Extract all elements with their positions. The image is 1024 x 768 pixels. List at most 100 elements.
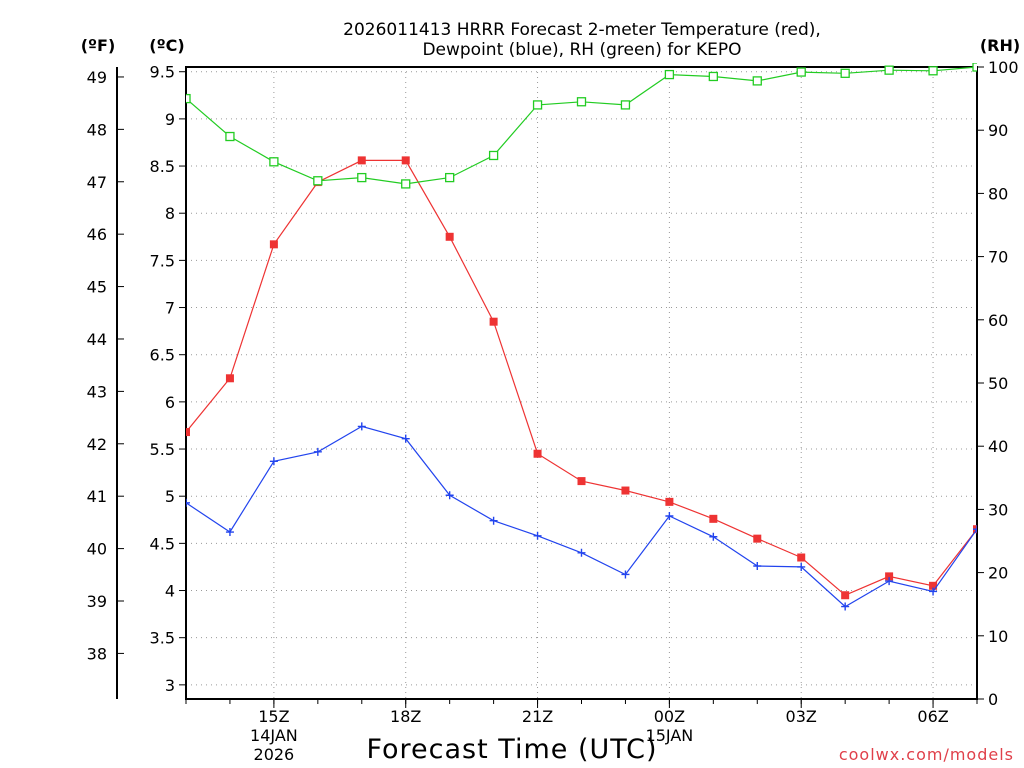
celsius-tick-label: 9.5 (150, 63, 175, 82)
fahrenheit-tick-label: 39 (87, 592, 107, 611)
rh-tick-label: 20 (988, 564, 1008, 583)
series-layer (186, 63, 977, 611)
temperature-point (577, 477, 586, 486)
rh-point (488, 150, 499, 161)
celsius-tick-label: 9 (165, 110, 175, 129)
x-tick-label: 15Z (258, 707, 289, 726)
temperature-point (929, 581, 938, 590)
dewpoint-point (797, 562, 806, 571)
x-tick-label: 18Z (390, 707, 421, 726)
dewpoint-point (665, 512, 674, 521)
axes-layer: 3 3.5 4 4.5 5 5.5 6 6.5 7 7.5 8 8.5 9 9.5 38 39 40 41 42 43… (87, 58, 1019, 764)
fahrenheit-unit-label: (ºF) (81, 36, 116, 55)
rh-tick-label: 60 (988, 311, 1008, 330)
dewpoint-point (753, 561, 762, 570)
rh-point (972, 63, 977, 72)
temperature-point (621, 486, 630, 495)
grid-layer (186, 67, 977, 699)
celsius-tick-label: 7.5 (150, 251, 175, 270)
rh-point (357, 172, 367, 183)
dewpoint-point (489, 516, 498, 525)
celsius-tick-label: 3 (165, 676, 175, 695)
temperature-point (709, 514, 718, 523)
rh-tick-label: 80 (988, 184, 1008, 203)
dewpoint-point (533, 531, 542, 540)
credit-text: coolwx.com/models (839, 745, 1014, 764)
x-tick-label: 06Z (917, 707, 948, 726)
celsius-tick-label: 6 (165, 393, 175, 412)
rh-tick-label: 10 (988, 627, 1008, 646)
rh-point (313, 176, 323, 186)
rh-point (840, 68, 850, 78)
fahrenheit-tick-label: 42 (87, 435, 107, 454)
temperature-line (186, 159, 977, 596)
temperature-point (269, 240, 278, 249)
rh-point (225, 131, 235, 142)
celsius-tick-label: 5 (165, 487, 175, 506)
temperature-point (753, 534, 762, 543)
fahrenheit-tick-label: 44 (87, 330, 107, 349)
celsius-tick-label: 4.5 (150, 534, 175, 553)
fahrenheit-tick-label: 48 (87, 120, 107, 139)
celsius-unit-label: (ºC) (149, 36, 184, 55)
rh-point (664, 69, 675, 80)
celsius-tick-label: 5.5 (150, 440, 175, 459)
fahrenheit-tick-label: 38 (87, 644, 107, 663)
x-date-label: 14JAN (250, 726, 298, 745)
rh-tick-label: 50 (988, 374, 1008, 393)
temperature-point (489, 317, 498, 326)
dewpoint-point (621, 570, 630, 579)
fahrenheit-tick-label: 43 (87, 382, 107, 401)
dewpoint-point (445, 491, 454, 500)
temperature-point (445, 232, 454, 241)
temperature-point (665, 497, 674, 506)
dewpoint-point (929, 587, 938, 596)
chart-title-line2: Dewpoint (blue), RH (green) for KEPO (422, 40, 741, 60)
dewpoint-point (973, 525, 977, 534)
celsius-tick-label: 7 (165, 299, 175, 318)
dewpoint-point (186, 498, 190, 507)
dewpoint-point (709, 532, 718, 541)
x-year-label: 2026 (254, 745, 295, 764)
rh-tick-label: 70 (988, 248, 1008, 267)
rh-tick-label: 40 (988, 437, 1008, 456)
rh-point (445, 172, 455, 183)
dewpoint-point (269, 457, 278, 466)
celsius-tick-label: 8.5 (150, 157, 175, 176)
dewpoint-point (313, 447, 322, 456)
rh-tick-label: 0 (988, 690, 998, 709)
dewpoint-point (577, 548, 586, 557)
temperature-point (885, 572, 894, 581)
dewpoint-point (841, 602, 850, 611)
temperature-point (841, 591, 850, 600)
fahrenheit-tick-label: 40 (87, 540, 107, 559)
x-axis-title: Forecast Time (UTC) (366, 734, 657, 765)
rh-point (708, 71, 718, 82)
series-dewpoint (186, 422, 977, 611)
dewpoint-line (186, 425, 977, 608)
x-date-label: 15JAN (646, 726, 694, 745)
dewpoint-point (225, 528, 234, 537)
temperature-point (797, 553, 806, 562)
fahrenheit-tick-label: 45 (87, 278, 107, 297)
temperature-point (533, 449, 542, 458)
rh-tick-label: 90 (988, 121, 1008, 140)
rh-tick-label: 100 (988, 58, 1019, 77)
rh-point (884, 65, 894, 75)
x-tick-label: 03Z (786, 707, 817, 726)
x-tick-label: 00Z (654, 707, 685, 726)
celsius-tick-label: 4 (165, 582, 175, 601)
temperature-point (401, 156, 410, 165)
temperature-point (225, 374, 234, 383)
rh-point (576, 97, 587, 107)
fahrenheit-tick-label: 47 (87, 173, 107, 192)
rh-unit-label: (RH) (980, 36, 1020, 55)
rh-point (796, 67, 806, 77)
celsius-tick-label: 8 (165, 204, 175, 223)
fahrenheit-tick-label: 46 (87, 225, 107, 244)
temperature-point (357, 156, 366, 165)
series-temperature (186, 156, 977, 600)
celsius-tick-label: 6.5 (150, 346, 175, 365)
rh-point (620, 100, 631, 110)
